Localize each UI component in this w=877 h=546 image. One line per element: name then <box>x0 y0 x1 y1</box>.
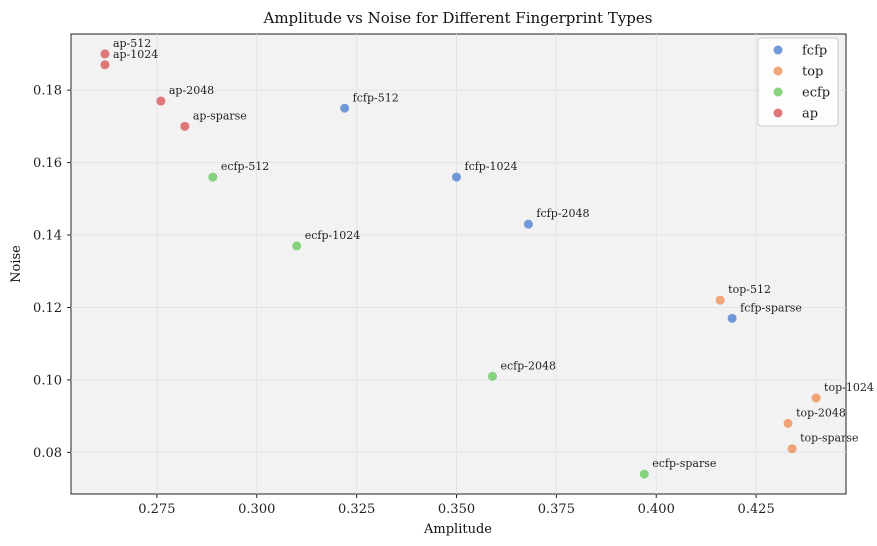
x-tick-label: 0.375 <box>538 502 575 517</box>
point-label-ap-512: ap-512 <box>113 37 151 50</box>
data-point-fcfp-512 <box>340 103 350 113</box>
point-label-fcfp-512: fcfp-512 <box>353 91 399 104</box>
plot-area <box>70 33 847 495</box>
y-tick-label: 0.14 <box>33 229 62 244</box>
x-tick-label: 0.425 <box>738 502 775 517</box>
data-point-fcfp-sparse <box>727 313 737 323</box>
legend-marker-ap <box>773 108 783 118</box>
legend-label-ecfp: ecfp <box>802 86 830 101</box>
x-tick-label: 0.400 <box>638 502 675 517</box>
point-label-ap-sparse: ap-sparse <box>193 109 247 122</box>
point-label-ecfp-2048: ecfp-2048 <box>500 359 556 372</box>
point-label-ap-1024: ap-1024 <box>113 48 158 61</box>
data-point-ecfp-512 <box>208 172 218 182</box>
x-axis-ticks: 0.275 0.300 0.325 0.350 0.375 0.400 0.425 <box>138 494 775 517</box>
x-tick-label: 0.300 <box>238 502 275 517</box>
point-label-top-1024: top-1024 <box>824 381 874 394</box>
data-point-fcfp-1024 <box>452 172 462 182</box>
data-point-top-512 <box>715 295 725 305</box>
data-point-ap-2048 <box>156 96 166 106</box>
point-label-fcfp-2048: fcfp-2048 <box>536 207 589 220</box>
point-label-top-sparse: top-sparse <box>800 432 858 445</box>
data-point-ecfp-1024 <box>292 241 302 251</box>
legend-marker-ecfp <box>773 87 783 97</box>
y-tick-label: 0.12 <box>33 301 62 316</box>
y-tick-label: 0.08 <box>33 446 62 461</box>
point-label-ap-2048: ap-2048 <box>169 84 214 97</box>
data-points: fcfp-512 fcfp-1024 fcfp-2048 fcfp-sparse top… <box>100 37 874 479</box>
data-point-ecfp-2048 <box>487 371 497 381</box>
point-label-ecfp-sparse: ecfp-sparse <box>652 457 716 470</box>
data-point-ap-sparse <box>180 121 190 131</box>
legend-label-top: top <box>802 65 823 80</box>
y-tick-label: 0.18 <box>33 84 62 99</box>
point-label-fcfp-1024: fcfp-1024 <box>465 160 518 173</box>
x-tick-label: 0.275 <box>138 502 175 517</box>
x-tick-label: 0.350 <box>438 502 475 517</box>
legend-marker-fcfp <box>773 45 783 55</box>
legend-label-fcfp: fcfp <box>802 44 827 59</box>
legend-label-ap: ap <box>802 107 818 122</box>
legend: fcfp top ecfp ap <box>757 37 839 127</box>
y-tick-label: 0.10 <box>33 373 62 388</box>
data-point-ecfp-sparse <box>639 469 649 479</box>
point-label-ecfp-1024: ecfp-1024 <box>305 229 361 242</box>
data-point-fcfp-2048 <box>523 219 533 229</box>
data-point-top-sparse <box>787 444 797 454</box>
legend-marker-top <box>773 66 783 76</box>
point-label-top-2048: top-2048 <box>796 406 846 419</box>
x-tick-label: 0.325 <box>338 502 375 517</box>
chart-title: Amplitude vs Noise for Different Fingerp… <box>262 9 652 27</box>
point-label-ecfp-512: ecfp-512 <box>221 160 270 173</box>
data-point-ap-1024 <box>100 60 110 70</box>
data-point-top-1024 <box>811 393 821 403</box>
data-point-ap-512 <box>100 49 110 59</box>
point-label-top-512: top-512 <box>728 283 771 296</box>
data-point-top-2048 <box>783 418 793 428</box>
legend-box <box>757 37 839 127</box>
y-axis-ticks: 0.08 0.10 0.12 0.14 0.16 0.18 <box>33 84 71 461</box>
y-axis-label: Noise <box>9 245 24 283</box>
grid-lines <box>71 34 846 494</box>
point-label-fcfp-sparse: fcfp-sparse <box>740 301 802 314</box>
x-axis-label: Amplitude <box>423 522 492 537</box>
y-tick-label: 0.16 <box>33 156 62 171</box>
